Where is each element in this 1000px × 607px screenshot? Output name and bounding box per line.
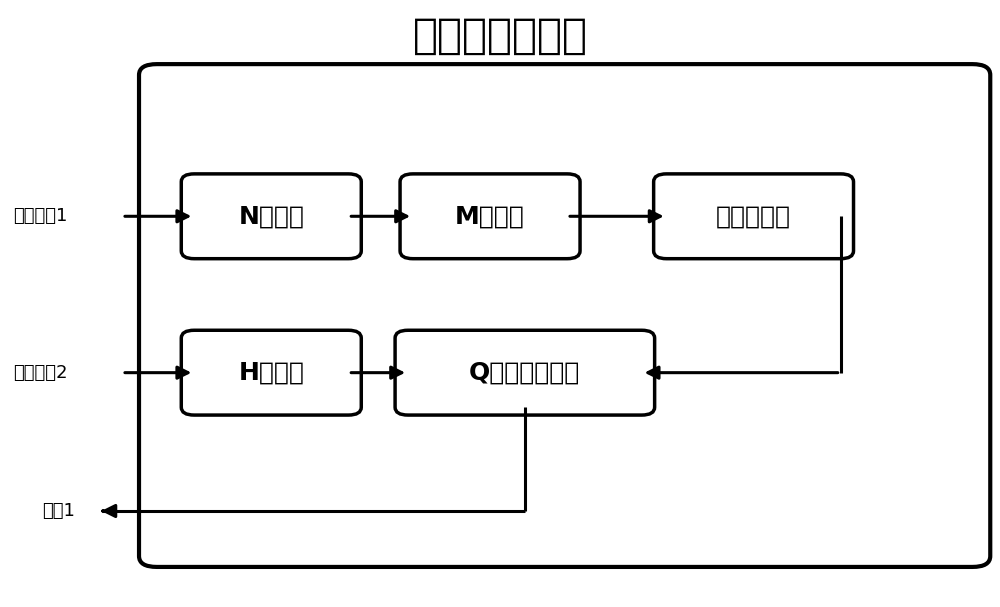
FancyBboxPatch shape: [181, 174, 361, 259]
Text: 激励信号2: 激励信号2: [13, 364, 67, 382]
FancyBboxPatch shape: [400, 174, 580, 259]
Text: H倍频器: H倍频器: [238, 361, 304, 385]
Text: N倍频器: N倍频器: [238, 205, 304, 228]
Text: Q次谐波混频器: Q次谐波混频器: [469, 361, 580, 385]
Text: M倍频器: M倍频器: [455, 205, 525, 228]
Text: 激励信号1: 激励信号1: [13, 208, 67, 225]
FancyBboxPatch shape: [395, 330, 655, 415]
FancyBboxPatch shape: [654, 174, 854, 259]
Text: 定向蹪合器: 定向蹪合器: [716, 205, 791, 228]
FancyBboxPatch shape: [139, 64, 990, 567]
FancyBboxPatch shape: [181, 330, 361, 415]
Text: 太赫兹收发模块: 太赫兹收发模块: [413, 15, 588, 57]
Text: 信号1: 信号1: [43, 502, 75, 520]
